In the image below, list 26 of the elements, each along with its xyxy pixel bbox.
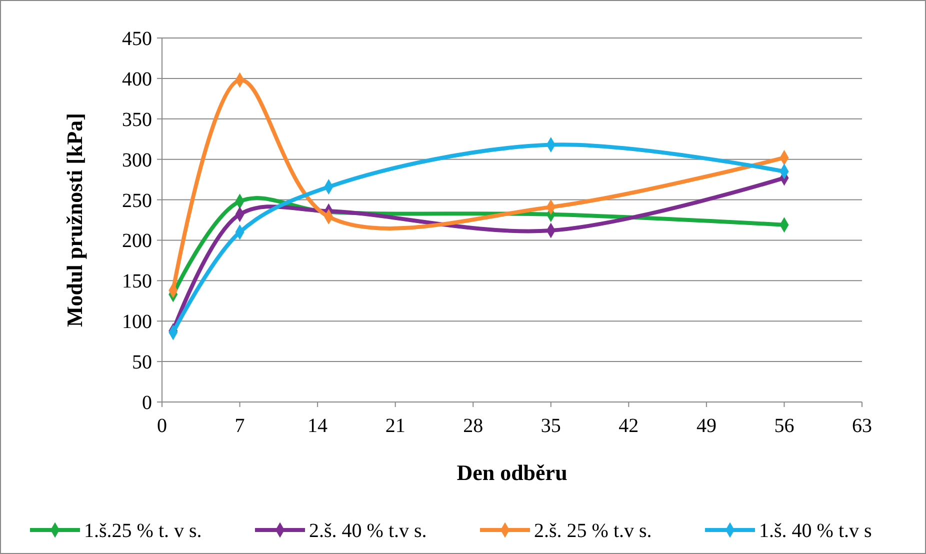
y-tick-label: 150	[122, 270, 152, 293]
y-tick-label: 300	[122, 149, 152, 172]
x-axis-title: Den odběru	[456, 460, 568, 485]
x-tick-label: 21	[385, 415, 406, 437]
x-tick-label: 35	[540, 415, 561, 437]
x-tick-label: 14	[308, 415, 328, 437]
y-tick-label: 450	[122, 28, 152, 50]
x-tick-label: 63	[852, 415, 872, 437]
y-tick-label: 250	[122, 190, 152, 212]
legend-label: 2.š. 25 % t.v s.	[534, 520, 652, 542]
x-tick-label: 49	[696, 415, 716, 437]
y-tick-label: 0	[142, 392, 152, 414]
y-tick-label: 100	[122, 311, 152, 334]
legend-label: 1.š. 40 % t.v s	[759, 520, 872, 542]
x-tick-label: 28	[463, 415, 484, 437]
y-tick-label: 350	[122, 108, 152, 131]
legend-label: 1.š.25 % t. v s.	[84, 520, 202, 542]
x-tick-label: 7	[234, 415, 245, 437]
y-tick-label: 400	[122, 68, 152, 90]
x-tick-label: 42	[618, 415, 639, 437]
x-tick-label: 56	[774, 415, 794, 437]
y-tick-label: 200	[122, 230, 152, 252]
y-tick-label: 50	[132, 352, 152, 374]
y-axis-title: Modul pružnosti [kPa]	[62, 113, 87, 327]
legend-label: 2.š. 40 % t.v s.	[309, 520, 427, 542]
x-tick-label: 0	[157, 415, 167, 437]
